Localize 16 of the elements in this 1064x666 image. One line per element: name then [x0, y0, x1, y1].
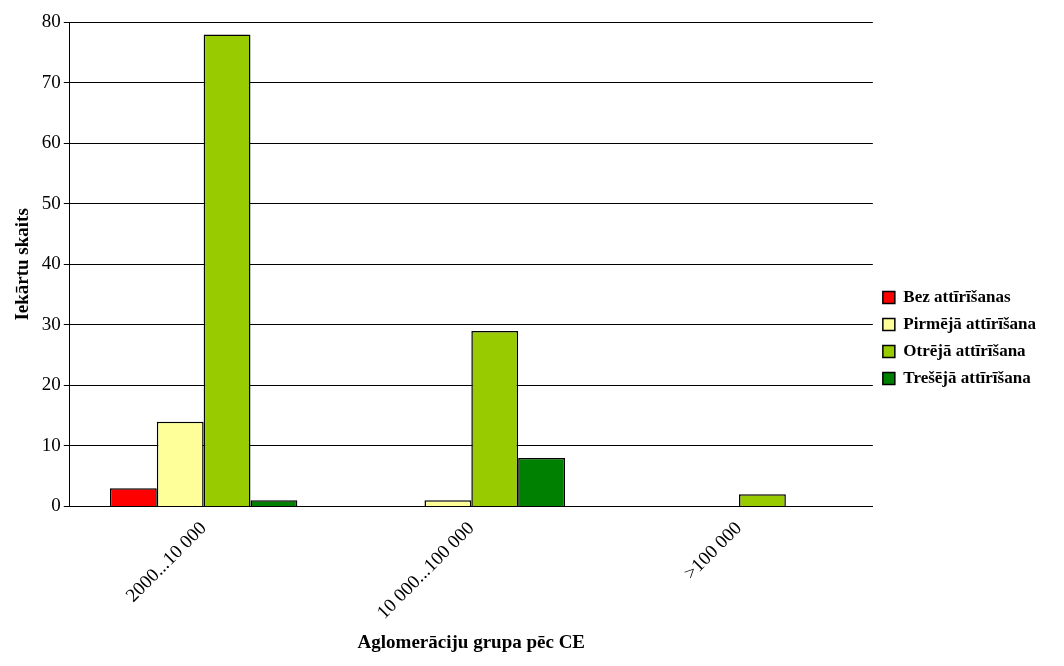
y-tick-label: 20 — [41, 373, 61, 395]
y-tick-label: 40 — [41, 252, 61, 274]
x-axis-title: Aglomerāciju grupa pēc CE — [357, 630, 586, 652]
y-tick-label: 70 — [41, 70, 61, 92]
legend-label: Bez attīrīšanas — [903, 286, 1011, 306]
legend-label: Otrējā attīrīšana — [903, 340, 1027, 360]
legend-label: Trešējā attīrīšana — [903, 367, 1032, 387]
y-tick-label: 0 — [51, 494, 61, 516]
legend-label: Pirmējā attīrīšana — [903, 313, 1037, 333]
y-tick-label: 30 — [41, 312, 61, 334]
y-tick-label: 60 — [41, 131, 61, 153]
y-axis-title: Iekārtu skaits — [11, 208, 33, 321]
y-tick-label: 50 — [41, 191, 61, 213]
y-tick-label: 10 — [41, 433, 61, 455]
x-tick-label: >100 000 — [679, 516, 746, 584]
y-tick-label: 80 — [41, 10, 61, 32]
